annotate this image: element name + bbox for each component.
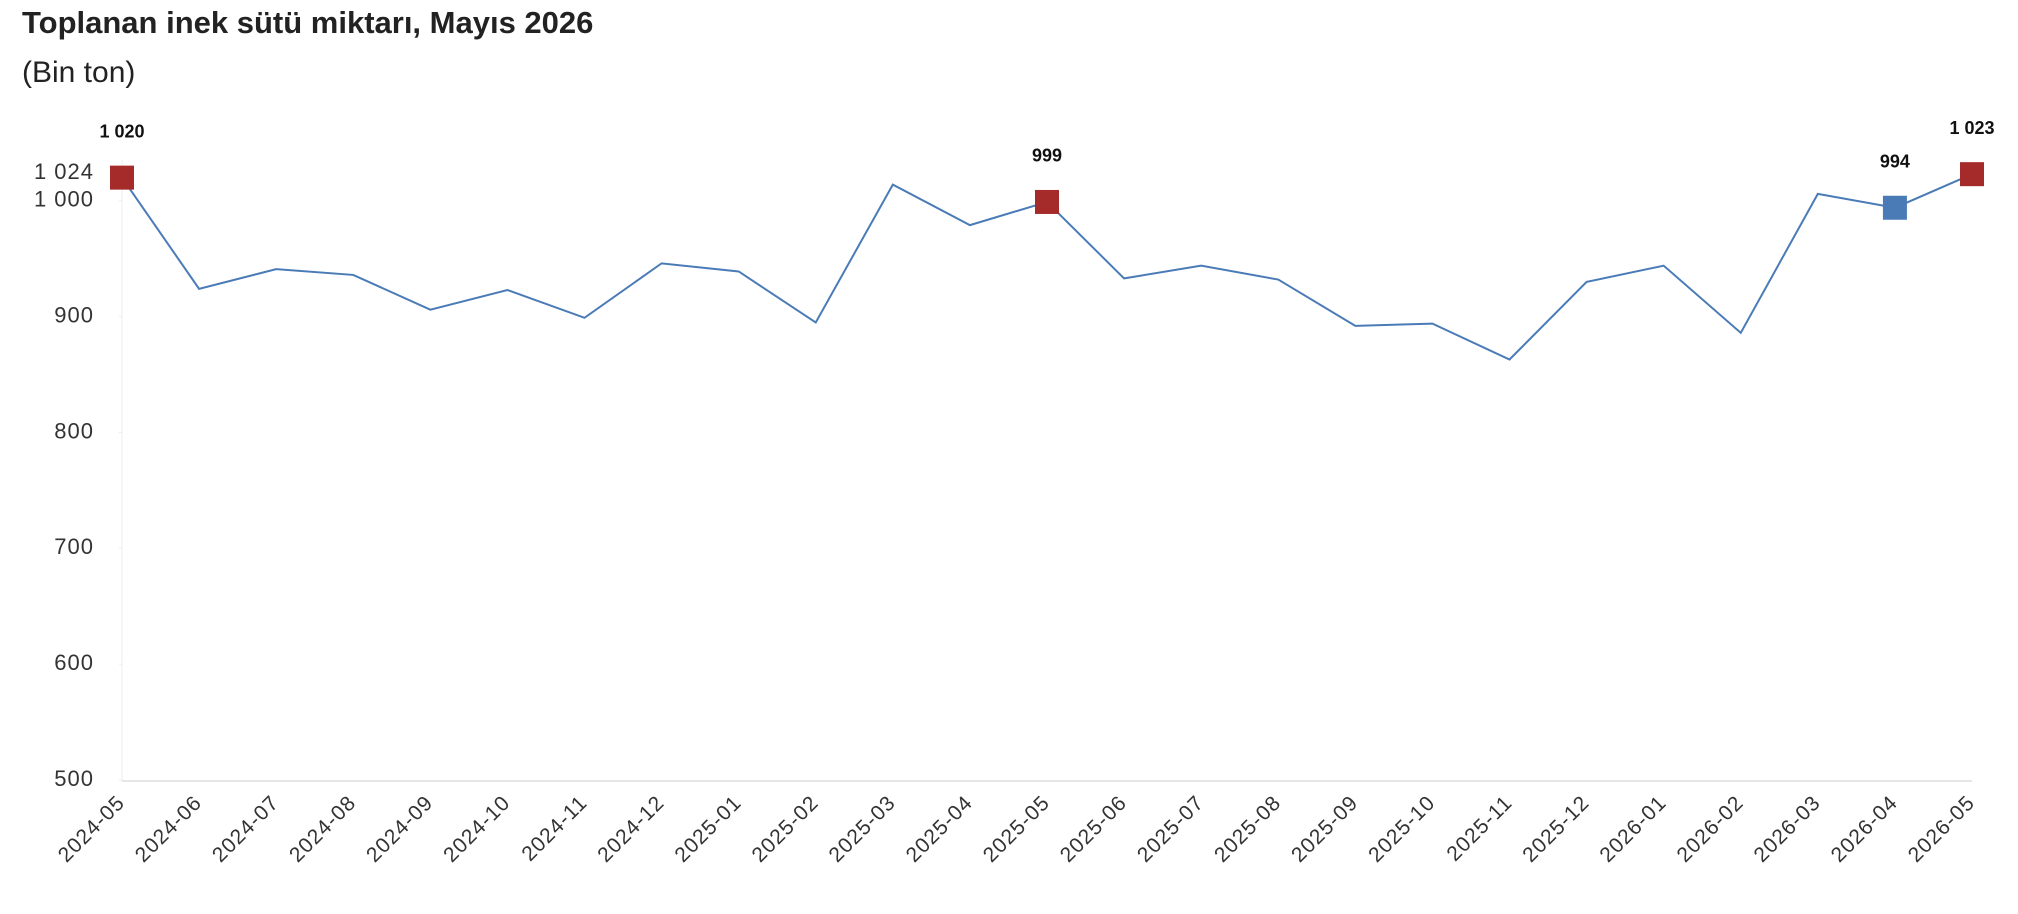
y-tick-label: 900 <box>54 302 94 327</box>
x-tick-label: 2025-09 <box>1287 791 1363 867</box>
chart-subtitle: (Bin ton) <box>22 56 135 89</box>
x-tick-label: 2025-04 <box>902 791 978 867</box>
x-tick-label: 2024-05 <box>54 791 130 867</box>
x-tick-label: 2024-11 <box>517 791 592 866</box>
x-tick-label: 2026-01 <box>1595 791 1671 867</box>
y-tick-label: 500 <box>54 766 94 791</box>
value-label: 999 <box>1032 146 1062 166</box>
x-tick-label: 2026-05 <box>1904 791 1980 867</box>
x-tick-label: 2026-03 <box>1750 791 1826 867</box>
x-tick-label: 2025-07 <box>1133 791 1209 867</box>
y-tick-label: 600 <box>54 650 94 675</box>
x-tick-label: 2025-12 <box>1518 791 1594 867</box>
x-tick-label: 2024-08 <box>285 791 361 867</box>
y-tick-label: 1 000 <box>34 187 94 212</box>
x-tick-label: 2025-03 <box>825 791 901 867</box>
x-tick-label: 2025-10 <box>1364 791 1440 867</box>
value-label: 1 020 <box>99 121 144 141</box>
x-tick-label: 2025-08 <box>1210 791 1286 867</box>
x-tick-label: 2026-04 <box>1827 791 1903 867</box>
x-tick-label: 2026-02 <box>1672 791 1748 867</box>
x-tick-label: 2025-02 <box>747 791 823 867</box>
value-label: 1 023 <box>1949 118 1994 138</box>
marker <box>110 165 134 190</box>
x-tick-label: 2025-05 <box>979 791 1055 867</box>
x-tick-label: 2025-11 <box>1442 791 1517 866</box>
x-tick-label: 2024-07 <box>208 791 284 867</box>
y-tick-label: 1 024 <box>34 159 94 184</box>
x-tick-label: 2024-09 <box>362 791 438 867</box>
x-tick-label: 2024-06 <box>131 791 207 867</box>
chart-title: Toplanan inek sütü miktarı, Mayıs 2026 <box>22 5 593 40</box>
marker <box>1035 189 1059 214</box>
x-tick-label: 2025-01 <box>670 791 746 867</box>
marker <box>1960 162 1984 187</box>
value-label: 994 <box>1880 152 1910 172</box>
y-tick-label: 700 <box>54 534 94 559</box>
x-tick-label: 2024-12 <box>593 791 669 867</box>
x-tick-label: 2024-10 <box>439 791 515 867</box>
x-tick-label: 2025-06 <box>1056 791 1132 867</box>
y-tick-label: 800 <box>54 418 94 443</box>
marker <box>1882 195 1907 220</box>
